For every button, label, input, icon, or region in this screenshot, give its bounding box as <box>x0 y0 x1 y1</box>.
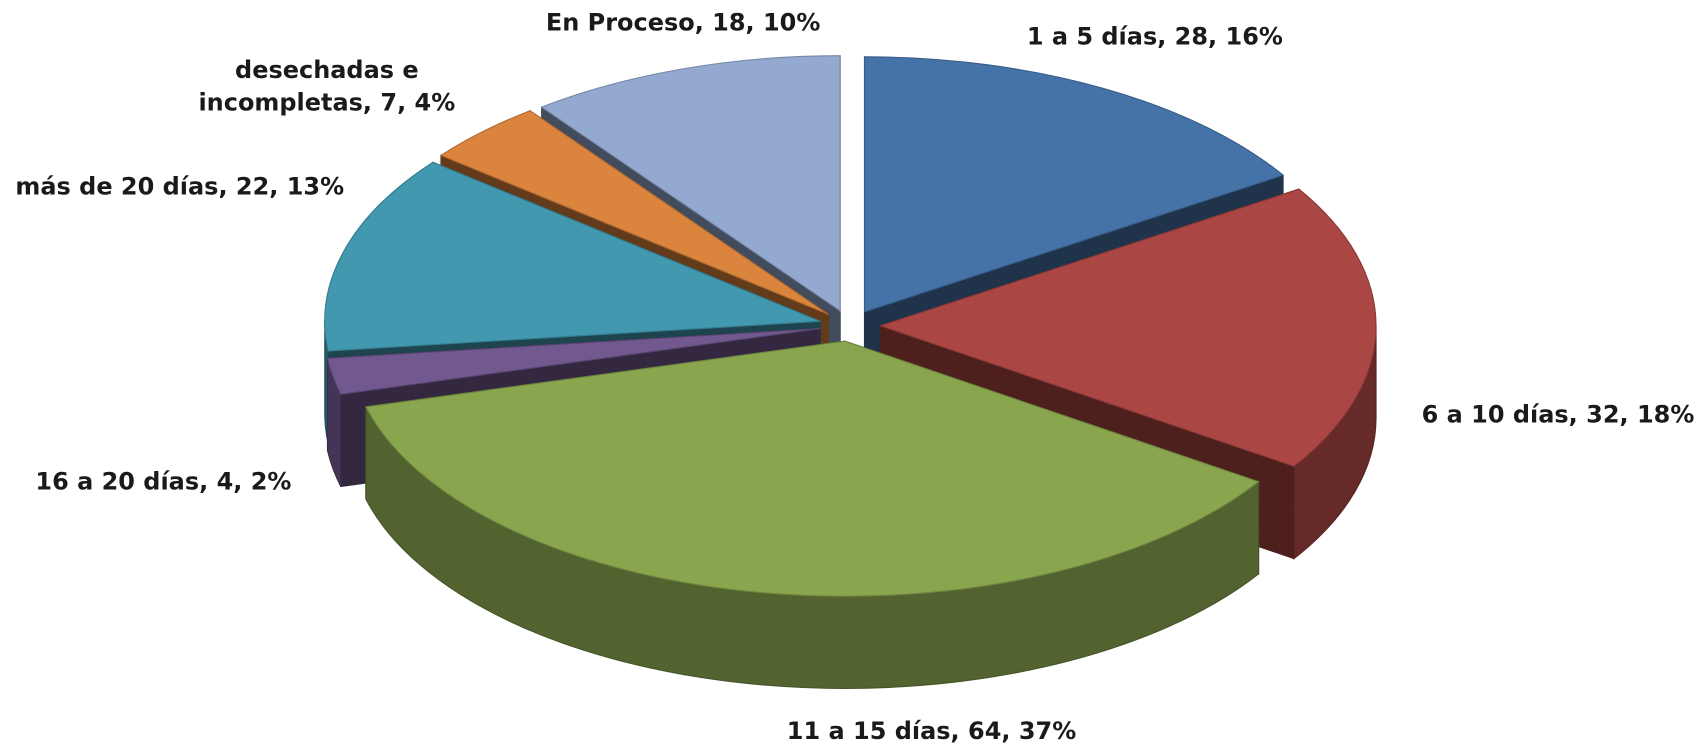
label-percent: 18% <box>1636 401 1695 429</box>
label-separator: , <box>1001 718 1019 746</box>
label-separator: , <box>745 9 763 37</box>
slice <box>439 110 829 315</box>
label-value: 28 <box>1174 23 1209 52</box>
label-separator: , <box>233 468 251 497</box>
label-value: 32 <box>1586 401 1620 429</box>
label-value: 7 <box>380 90 398 118</box>
label-separator: , <box>1208 23 1226 52</box>
label-value: 22 <box>235 173 270 201</box>
label-separator: , <box>199 468 217 497</box>
label-category: 6 a 10 días <box>1421 401 1569 429</box>
data-label: desechadas e incompletas, 7, 4% <box>191 55 463 120</box>
label-value: 64 <box>968 718 1002 746</box>
slice <box>540 55 841 312</box>
slice <box>326 328 820 395</box>
slice <box>878 188 1377 467</box>
slice <box>365 340 1260 597</box>
label-percent: 4% <box>414 90 456 118</box>
data-label: 11 a 15 días, 64, 37% <box>746 716 1116 749</box>
label-category: 11 a 15 días <box>786 718 951 746</box>
label-separator: , <box>218 173 236 201</box>
label-separator: , <box>950 718 969 746</box>
label-category: más de 20 días <box>15 173 219 201</box>
data-label: más de 20 días, 22, 13% <box>0 172 365 205</box>
label-category: desechadas e incompletas <box>198 57 427 118</box>
data-label: 1 a 5 días, 28, 16% <box>948 22 1362 55</box>
label-separator: , <box>694 9 713 37</box>
label-separator: , <box>269 173 287 201</box>
label-percent: 16% <box>1225 23 1283 52</box>
label-percent: 37% <box>1018 718 1077 746</box>
label-category: En Proceso <box>545 9 695 37</box>
label-value: 4 <box>216 468 234 497</box>
label-separator: , <box>1157 23 1175 52</box>
label-category: 1 a 5 días <box>1026 23 1158 52</box>
label-separator: , <box>397 90 415 118</box>
label-percent: 10% <box>762 9 821 37</box>
label-separator: , <box>1568 401 1587 429</box>
label-value: 18 <box>712 9 746 37</box>
data-label: 16 a 20 días, 4, 2% <box>0 467 327 500</box>
slice <box>324 161 821 352</box>
slice <box>863 56 1285 313</box>
data-label: 6 a 10 días, 32, 18% <box>1384 399 1705 432</box>
data-label: En Proceso, 18, 10% <box>509 8 858 41</box>
label-separator: , <box>1619 401 1637 429</box>
label-percent: 13% <box>286 173 345 201</box>
label-category: 16 a 20 días <box>35 468 200 497</box>
label-separator: , <box>362 90 381 118</box>
label-percent: 2% <box>250 468 292 497</box>
